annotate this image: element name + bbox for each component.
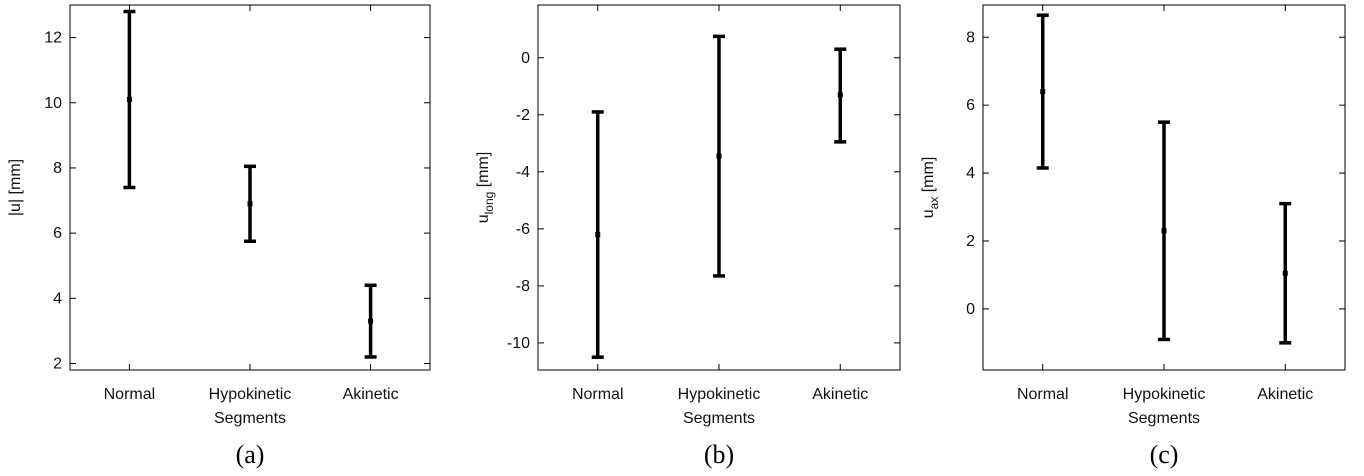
x-category-label: Normal <box>572 386 624 403</box>
y-axis-label: uax [mm] <box>920 157 941 219</box>
chart-panel-0: 2 4 6 8 10 12 Normal Hypokinetic Segments Akineti… <box>7 4 431 469</box>
mean-marker <box>247 201 253 207</box>
x-category-label: Normal <box>1017 386 1069 403</box>
y-tick-label: 0 <box>966 301 975 318</box>
x-category-label: Akinetic <box>1257 386 1313 403</box>
mean-marker <box>1040 89 1046 95</box>
x-category-label: Segments <box>214 410 286 427</box>
mean-marker <box>126 97 132 103</box>
x-category-label: Akinetic <box>812 386 868 403</box>
y-axis-label-unit: [mm] <box>475 152 492 192</box>
y-tick-label: -10 <box>507 335 530 352</box>
y-axis-label-subscript: ax <box>927 197 941 210</box>
y-tick-label: 8 <box>966 29 975 46</box>
y-tick-label: 6 <box>966 97 975 114</box>
x-category-label: Hypokinetic <box>678 386 761 403</box>
y-tick-label: 12 <box>44 30 62 47</box>
mean-marker <box>368 318 374 324</box>
y-axis-label: |u| [mm] <box>7 159 24 216</box>
y-tick-label: 2 <box>966 233 975 250</box>
x-category-label: Hypokinetic <box>209 386 292 403</box>
mean-marker <box>1282 270 1288 276</box>
y-axis-label-main: u <box>920 209 937 218</box>
y-tick-label: -6 <box>516 221 530 238</box>
panel-caption: (a) <box>236 440 265 469</box>
panel-caption: (b) <box>704 440 734 469</box>
y-tick-label: -8 <box>516 278 530 295</box>
y-tick-label: 6 <box>53 225 62 242</box>
x-category-label: Akinetic <box>343 386 399 403</box>
mean-marker <box>1161 228 1167 234</box>
x-category-label: Segments <box>683 410 755 427</box>
x-category-label: Hypokinetic <box>1123 386 1206 403</box>
y-tick-label: 0 <box>521 50 530 67</box>
y-axis-label: ulong [mm] <box>475 152 496 224</box>
y-tick-label: 8 <box>53 160 62 177</box>
mean-marker <box>837 92 843 98</box>
y-tick-label: -4 <box>516 164 530 181</box>
mean-marker <box>716 153 722 159</box>
y-tick-label: 4 <box>966 165 975 182</box>
panel-caption: (c) <box>1150 440 1179 469</box>
chart-panel-1: -10 -8 -6 -4 -2 0 Normal Hypokinetic Segments Aki… <box>475 4 901 469</box>
y-tick-label: 10 <box>44 95 62 112</box>
y-axis-label-main: u <box>475 214 492 223</box>
x-category-label: Normal <box>104 386 156 403</box>
y-axis-label-main: |u| <box>7 199 24 216</box>
y-axis-label-unit: [mm] <box>7 159 24 199</box>
y-tick-label: 2 <box>53 355 62 372</box>
y-tick-label: 4 <box>53 290 62 307</box>
mean-marker <box>595 232 601 238</box>
y-axis-label-subscript: long <box>482 192 496 215</box>
chart-panel-2: 0 2 4 6 8 Normal Hypokinetic Segments Akinetic ua… <box>920 4 1346 469</box>
y-tick-label: -2 <box>516 107 530 124</box>
panels-group: 2 4 6 8 10 12 Normal Hypokinetic Segments Akineti… <box>7 4 1346 469</box>
x-category-label: Segments <box>1128 410 1200 427</box>
y-axis-label-unit: [mm] <box>920 157 937 197</box>
